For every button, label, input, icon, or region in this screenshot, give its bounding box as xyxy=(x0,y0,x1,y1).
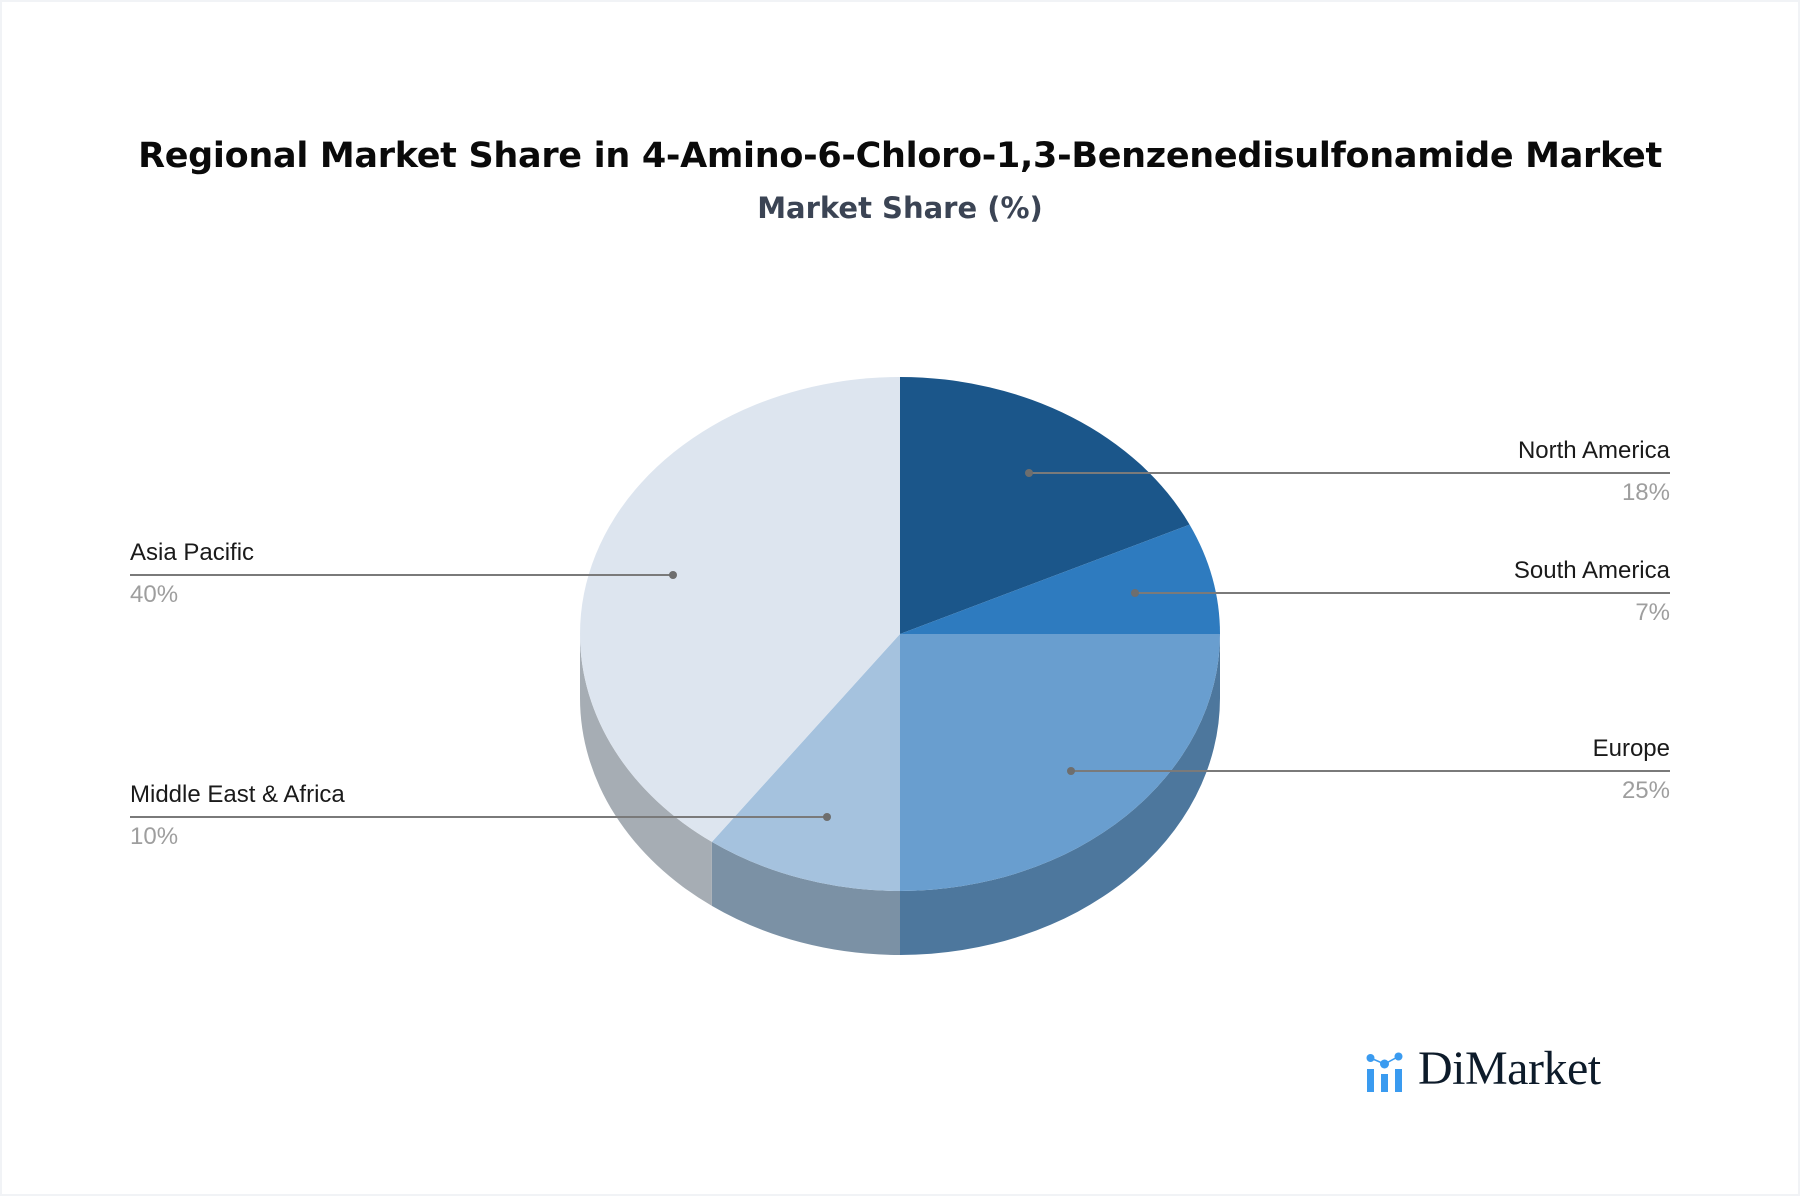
label-europe: Europe xyxy=(1592,735,1670,762)
leader-dot-asia-pacific xyxy=(669,571,677,579)
chart-title: Regional Market Share in 4-Amino-6-Chlor… xyxy=(138,136,1662,176)
leader-dot-north-america xyxy=(1025,469,1033,477)
slice-north-america[interactable] xyxy=(900,377,1190,634)
logo-text: DiMarket xyxy=(1418,1042,1601,1095)
slice-side-europe xyxy=(900,634,1220,955)
slice-south-america[interactable] xyxy=(900,524,1220,634)
slice-side-middle-east-africa xyxy=(711,841,900,955)
leader-dot-middle-east-africa xyxy=(823,813,831,821)
pct-south-america: 7% xyxy=(1635,599,1670,626)
label-north-america: North America xyxy=(1517,437,1670,464)
label-south-america: South America xyxy=(1513,557,1670,584)
pct-north-america: 18% xyxy=(1621,479,1670,506)
dimarket-logo[interactable]: DiMarket xyxy=(1366,1042,1601,1095)
slice-asia-pacific[interactable] xyxy=(580,377,900,842)
pct-asia-pacific: 40% xyxy=(130,581,179,608)
slice-middle-east-africa[interactable] xyxy=(711,634,900,891)
pct-middle-east-africa: 10% xyxy=(130,823,179,850)
slice-side-asia-pacific xyxy=(580,634,712,906)
label-asia-pacific: Asia Pacific xyxy=(130,539,255,566)
leader-dot-south-america xyxy=(1131,589,1139,597)
chart-subtitle: Market Share (%) xyxy=(757,191,1043,225)
label-middle-east-africa: Middle East & Africa xyxy=(130,781,345,808)
bar-chart-dots-icon xyxy=(1366,1052,1403,1092)
slice-europe[interactable] xyxy=(900,634,1220,891)
leader-dot-europe xyxy=(1067,767,1075,775)
pct-europe: 25% xyxy=(1621,777,1670,804)
